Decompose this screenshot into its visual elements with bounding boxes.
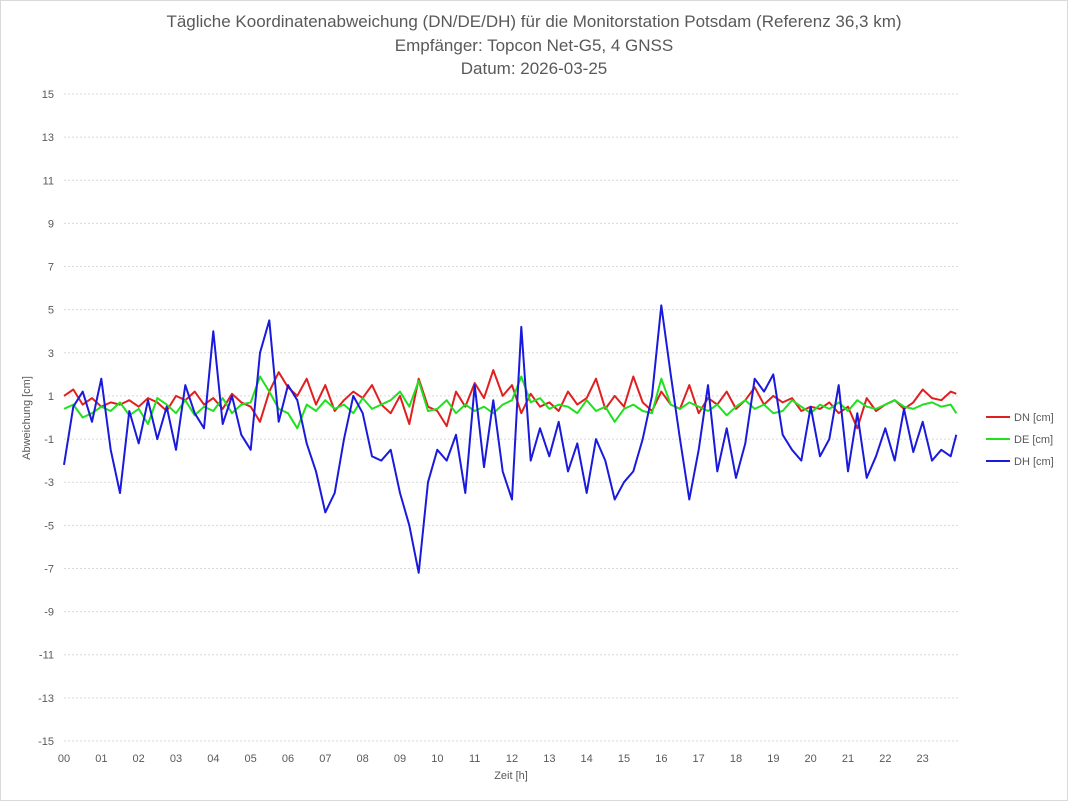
x-tick-label: 01 — [95, 753, 107, 765]
x-tick-label: 13 — [543, 753, 555, 765]
x-tick-label: 03 — [170, 753, 182, 765]
x-tick-label: 15 — [618, 753, 630, 765]
x-tick-label: 11 — [469, 753, 480, 765]
chart-date-line: Datum: 2026-03-25 — [460, 59, 608, 78]
y-tick-label: -11 — [39, 650, 54, 662]
chart-subtitle: Empfänger: Topcon Net-G5, 4 GNSS — [394, 36, 674, 55]
x-tick-label: 00 — [58, 753, 70, 765]
x-tick-label: 04 — [207, 753, 219, 765]
x-tick-label: 22 — [879, 753, 891, 765]
x-tick-label: 18 — [730, 753, 742, 765]
x-tick-labels: 00 01 02 03 04 05 06 07 08 09 10 11 12 13 14 15 16 17 18 19… — [58, 753, 929, 765]
y-tick-label: 15 — [42, 89, 54, 101]
x-tick-label: 21 — [842, 753, 854, 765]
y-tick-label: -5 — [44, 520, 54, 532]
x-tick-label: 02 — [133, 753, 145, 765]
x-axis-title: Zeit [h] — [494, 770, 528, 782]
y-tick-label: 5 — [48, 305, 54, 317]
y-tick-label: -9 — [44, 607, 54, 619]
series-line-de — [63, 375, 958, 430]
x-tick-label: 16 — [655, 753, 667, 765]
x-tick-label: 17 — [693, 753, 705, 765]
y-tick-label: 3 — [48, 348, 54, 360]
x-tick-label: 05 — [245, 753, 257, 765]
y-tick-label: -15 — [38, 736, 54, 748]
y-tick-label: -1 — [44, 434, 54, 446]
y-tick-label: -3 — [44, 477, 54, 489]
x-tick-label: 08 — [357, 753, 369, 765]
gridlines — [64, 93, 960, 742]
legend: DN [cm] DE [cm] DH [cm] — [986, 412, 1054, 468]
y-tick-label: 1 — [48, 391, 54, 403]
y-tick-label: 11 — [43, 175, 54, 187]
x-tick-label: 23 — [917, 753, 929, 765]
y-axis-title: Abweichung [cm] — [21, 376, 33, 460]
legend-label: DE [cm] — [1014, 434, 1053, 446]
y-tick-label: -7 — [44, 563, 54, 575]
y-tick-label: 13 — [42, 132, 54, 144]
x-tick-label: 10 — [431, 753, 443, 765]
y-tick-labels: 15 13 11 9 7 5 3 1 -1 -3 -5 -7 -9 -11 -13 -15 — [38, 89, 54, 748]
chart-title: Tägliche Koordinatenabweichung (DN/DE/DH… — [166, 12, 902, 31]
x-tick-label: 07 — [319, 753, 331, 765]
x-tick-label: 19 — [767, 753, 779, 765]
y-tick-label: -13 — [38, 693, 54, 705]
y-tick-label: 7 — [48, 262, 54, 274]
x-tick-label: 09 — [394, 753, 406, 765]
series-line-dh — [63, 304, 958, 574]
legend-label: DH [cm] — [1014, 456, 1054, 468]
x-tick-label: 06 — [282, 753, 294, 765]
series-lines — [63, 304, 958, 574]
legend-label: DN [cm] — [1014, 412, 1054, 424]
x-tick-label: 20 — [805, 753, 817, 765]
x-tick-label: 14 — [581, 753, 593, 765]
y-tick-label: 9 — [48, 218, 54, 230]
x-tick-label: 12 — [506, 753, 518, 765]
